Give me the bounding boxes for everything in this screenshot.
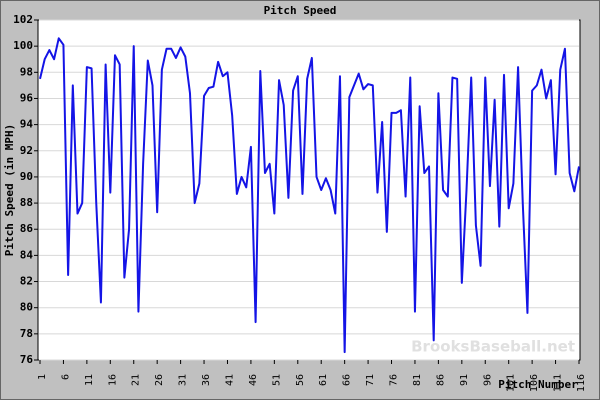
y-tick-label: 84 — [20, 248, 34, 261]
y-tick-label: 92 — [20, 144, 33, 157]
x-tick-label: 91 — [459, 374, 470, 386]
x-tick-label: 111 — [553, 374, 564, 392]
x-tick-label: 66 — [342, 374, 353, 386]
x-tick-label: 76 — [389, 374, 400, 386]
y-tick-label: 82 — [20, 275, 33, 288]
x-tick-label: 6 — [60, 374, 71, 380]
x-tick-label: 41 — [224, 374, 235, 386]
x-tick-label: 11 — [84, 374, 95, 386]
y-tick-label: 86 — [20, 222, 34, 235]
x-tick-label: 116 — [576, 374, 587, 392]
x-tick-label: 56 — [295, 374, 306, 386]
y-axis-label: Pitch Speed (in MPH) — [3, 124, 16, 256]
y-tick-label: 98 — [20, 65, 33, 78]
chart-title: Pitch Speed — [264, 4, 337, 17]
plot-area — [37, 19, 581, 361]
x-tick-label: 96 — [482, 374, 493, 386]
x-tick-label: 36 — [201, 374, 212, 386]
watermark: BrooksBaseball.net — [411, 338, 575, 356]
x-tick-label: 16 — [107, 374, 118, 386]
y-tick-label: 90 — [20, 170, 33, 183]
x-tick-label: 26 — [154, 374, 165, 386]
y-tick-label: 80 — [20, 301, 33, 314]
x-tick-label: 106 — [529, 374, 540, 392]
x-tick-label: 61 — [318, 374, 329, 386]
x-tick-label: 101 — [506, 374, 517, 392]
x-tick-label: 81 — [412, 374, 423, 386]
x-axis-label: Pitch Number — [498, 378, 578, 391]
data-line — [39, 37, 580, 354]
y-tick-label: 94 — [20, 118, 34, 131]
x-tick-label: 46 — [248, 374, 259, 386]
x-tick-label: 86 — [435, 374, 446, 386]
x-tick-label: 31 — [178, 374, 189, 386]
y-tick-label: 100 — [13, 39, 33, 52]
x-tick-label: 1 — [37, 374, 48, 380]
x-tick-label: 71 — [365, 374, 376, 386]
x-tick-label: 51 — [271, 374, 282, 386]
y-tick-label: 96 — [20, 91, 34, 104]
y-tick-label: 102 — [13, 13, 33, 26]
x-tick-label: 21 — [131, 374, 142, 386]
y-tick-label: 76 — [20, 353, 34, 366]
y-tick-label: 78 — [20, 327, 33, 340]
y-tick-label: 88 — [20, 196, 33, 209]
